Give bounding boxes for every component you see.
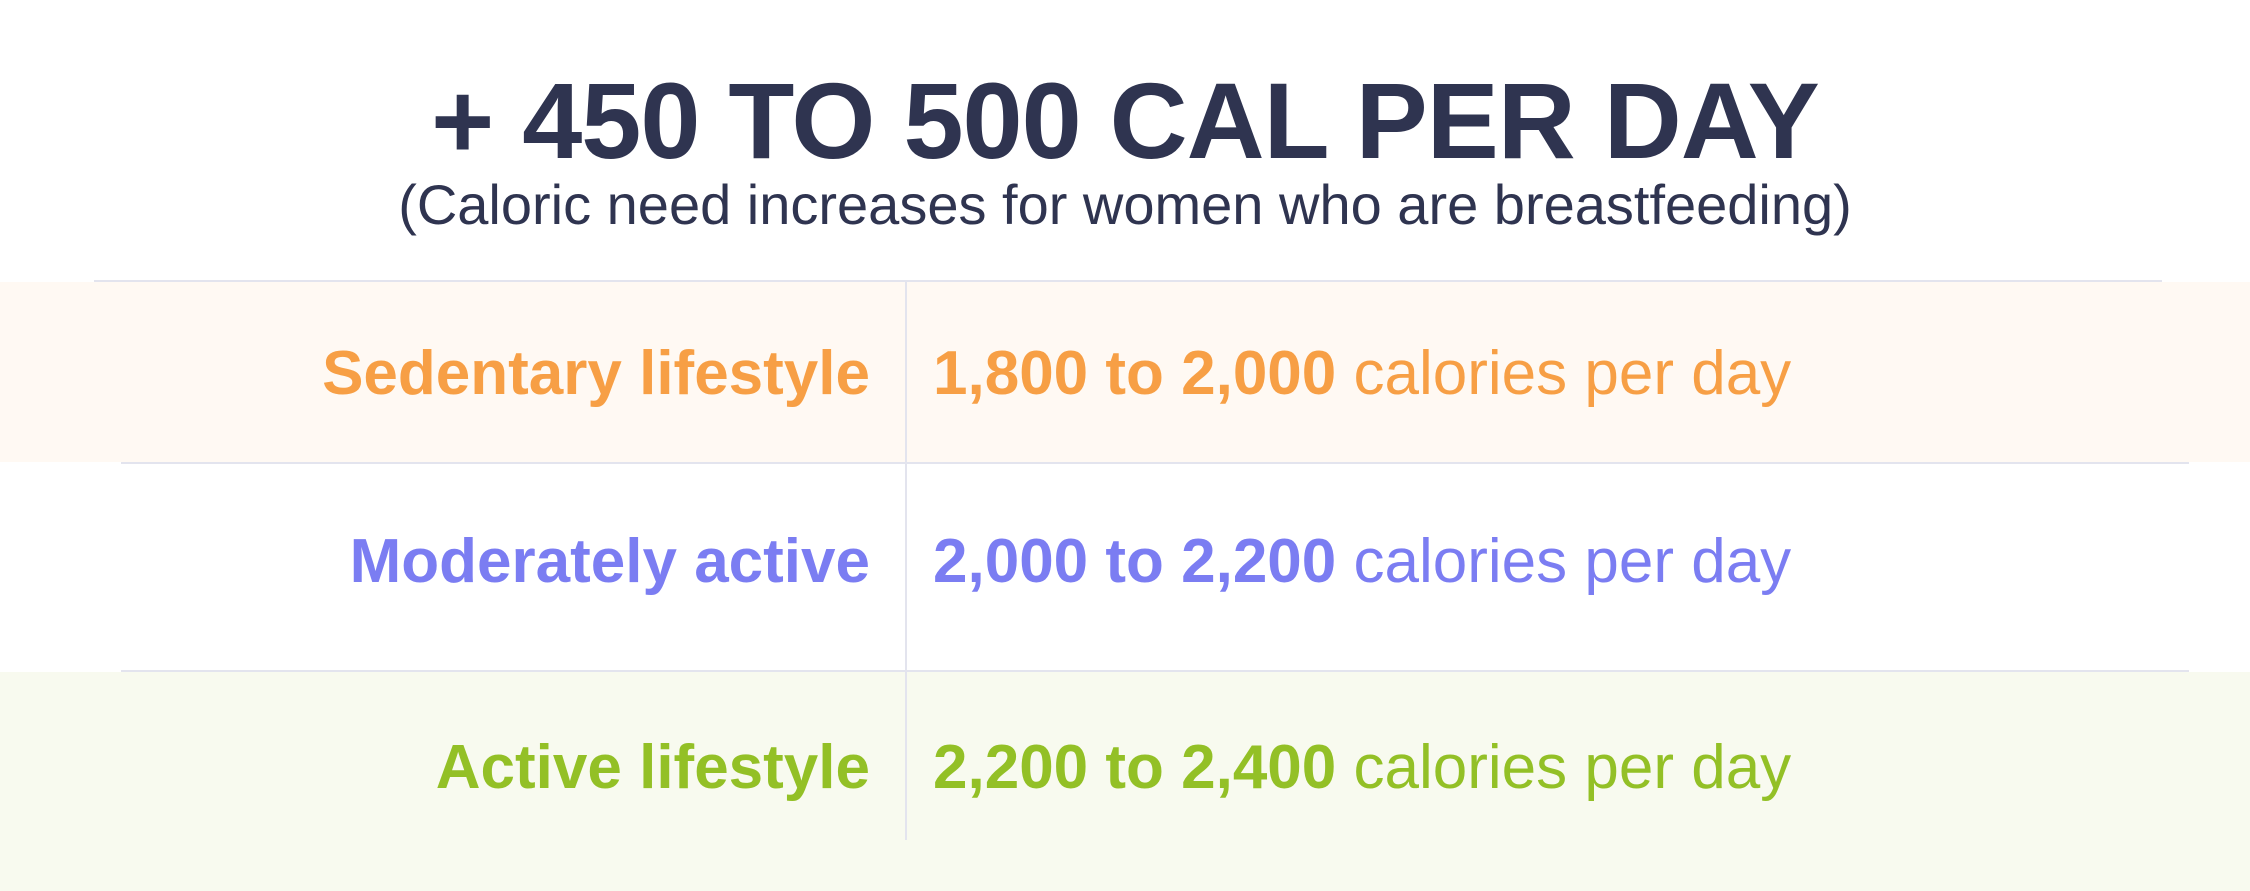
table-top-divider <box>94 280 2162 282</box>
table-row-sedentary: Sedentary lifestyle 1,800 to 2,000 calor… <box>0 282 2250 462</box>
row-value-active: 2,200 to 2,400 calories per day <box>933 728 1791 808</box>
row-label-active: Active lifestyle <box>435 733 870 802</box>
row-label-sedentary: Sedentary lifestyle <box>322 339 870 408</box>
page-title: + 450 TO 500 CAL PER DAY <box>431 60 1820 181</box>
calorie-range-sedentary: 1,800 to 2,000 <box>933 339 1337 408</box>
header: + 450 TO 500 CAL PER DAY (Caloric need i… <box>0 0 2250 280</box>
calorie-unit-sedentary: calories per day <box>1353 339 1792 408</box>
row-value-moderate: 2,000 to 2,200 calories per day <box>933 522 1791 602</box>
table-row-active: Active lifestyle 2,200 to 2,400 calories… <box>0 672 2250 891</box>
row-value-sedentary: 1,800 to 2,000 calories per day <box>933 334 1791 414</box>
calorie-unit-moderate: calories per day <box>1353 527 1792 596</box>
calorie-table: Sedentary lifestyle 1,800 to 2,000 calor… <box>0 282 2250 891</box>
page-subtitle: (Caloric need increases for women who ar… <box>398 173 1852 236</box>
row-label-moderate: Moderately active <box>349 527 870 596</box>
calorie-unit-active: calories per day <box>1353 733 1792 802</box>
row-divider <box>121 670 2189 672</box>
calorie-range-moderate: 2,000 to 2,200 <box>933 527 1337 596</box>
column-divider <box>905 282 907 840</box>
row-divider <box>121 462 2189 464</box>
calorie-range-active: 2,200 to 2,400 <box>933 733 1337 802</box>
table-row-moderate: Moderately active 2,000 to 2,200 calorie… <box>0 464 2250 652</box>
